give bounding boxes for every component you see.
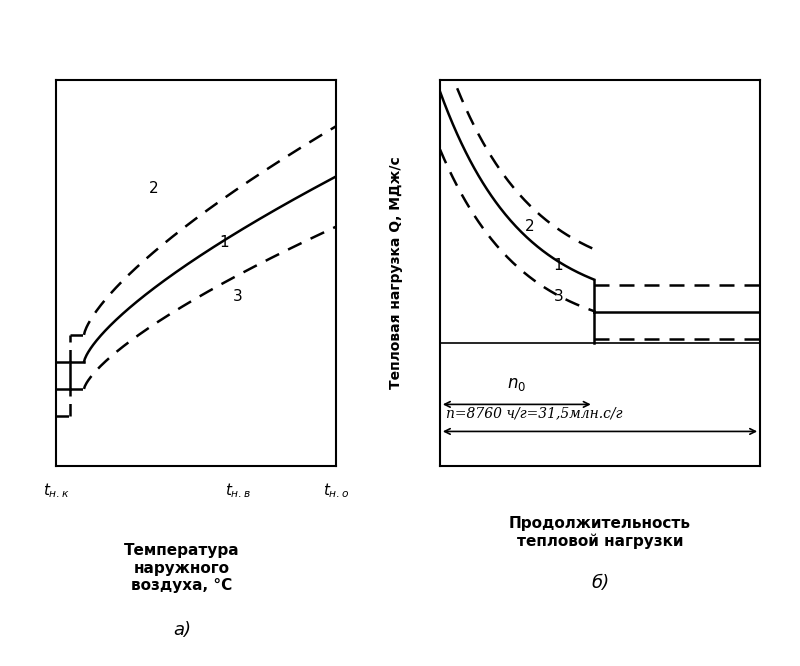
Text: 2: 2	[525, 219, 534, 234]
Text: n=8760 ч/г=31,5млн.с/г: n=8760 ч/г=31,5млн.с/г	[446, 406, 623, 420]
Text: 1: 1	[219, 234, 229, 250]
Text: 2: 2	[149, 180, 159, 196]
Text: 1: 1	[554, 258, 563, 273]
Text: Тепловая нагрузка Q, МДж/с: Тепловая нагрузка Q, МДж/с	[389, 157, 403, 390]
Text: 3: 3	[233, 289, 243, 304]
Text: $n_0$: $n_0$	[507, 376, 526, 393]
Text: б): б)	[591, 574, 609, 592]
Text: а): а)	[173, 621, 191, 639]
Text: Продолжительность
тепловой нагрузки: Продолжительность тепловой нагрузки	[509, 516, 691, 549]
Text: 3: 3	[554, 289, 563, 304]
Text: $t_{н.к}$: $t_{н.к}$	[42, 482, 70, 500]
Text: $t_{н.о}$: $t_{н.о}$	[322, 482, 350, 500]
Text: $t_{н.в}$: $t_{н.в}$	[225, 482, 251, 500]
Text: Температура
наружного
воздуха, °С: Температура наружного воздуха, °С	[124, 543, 240, 593]
